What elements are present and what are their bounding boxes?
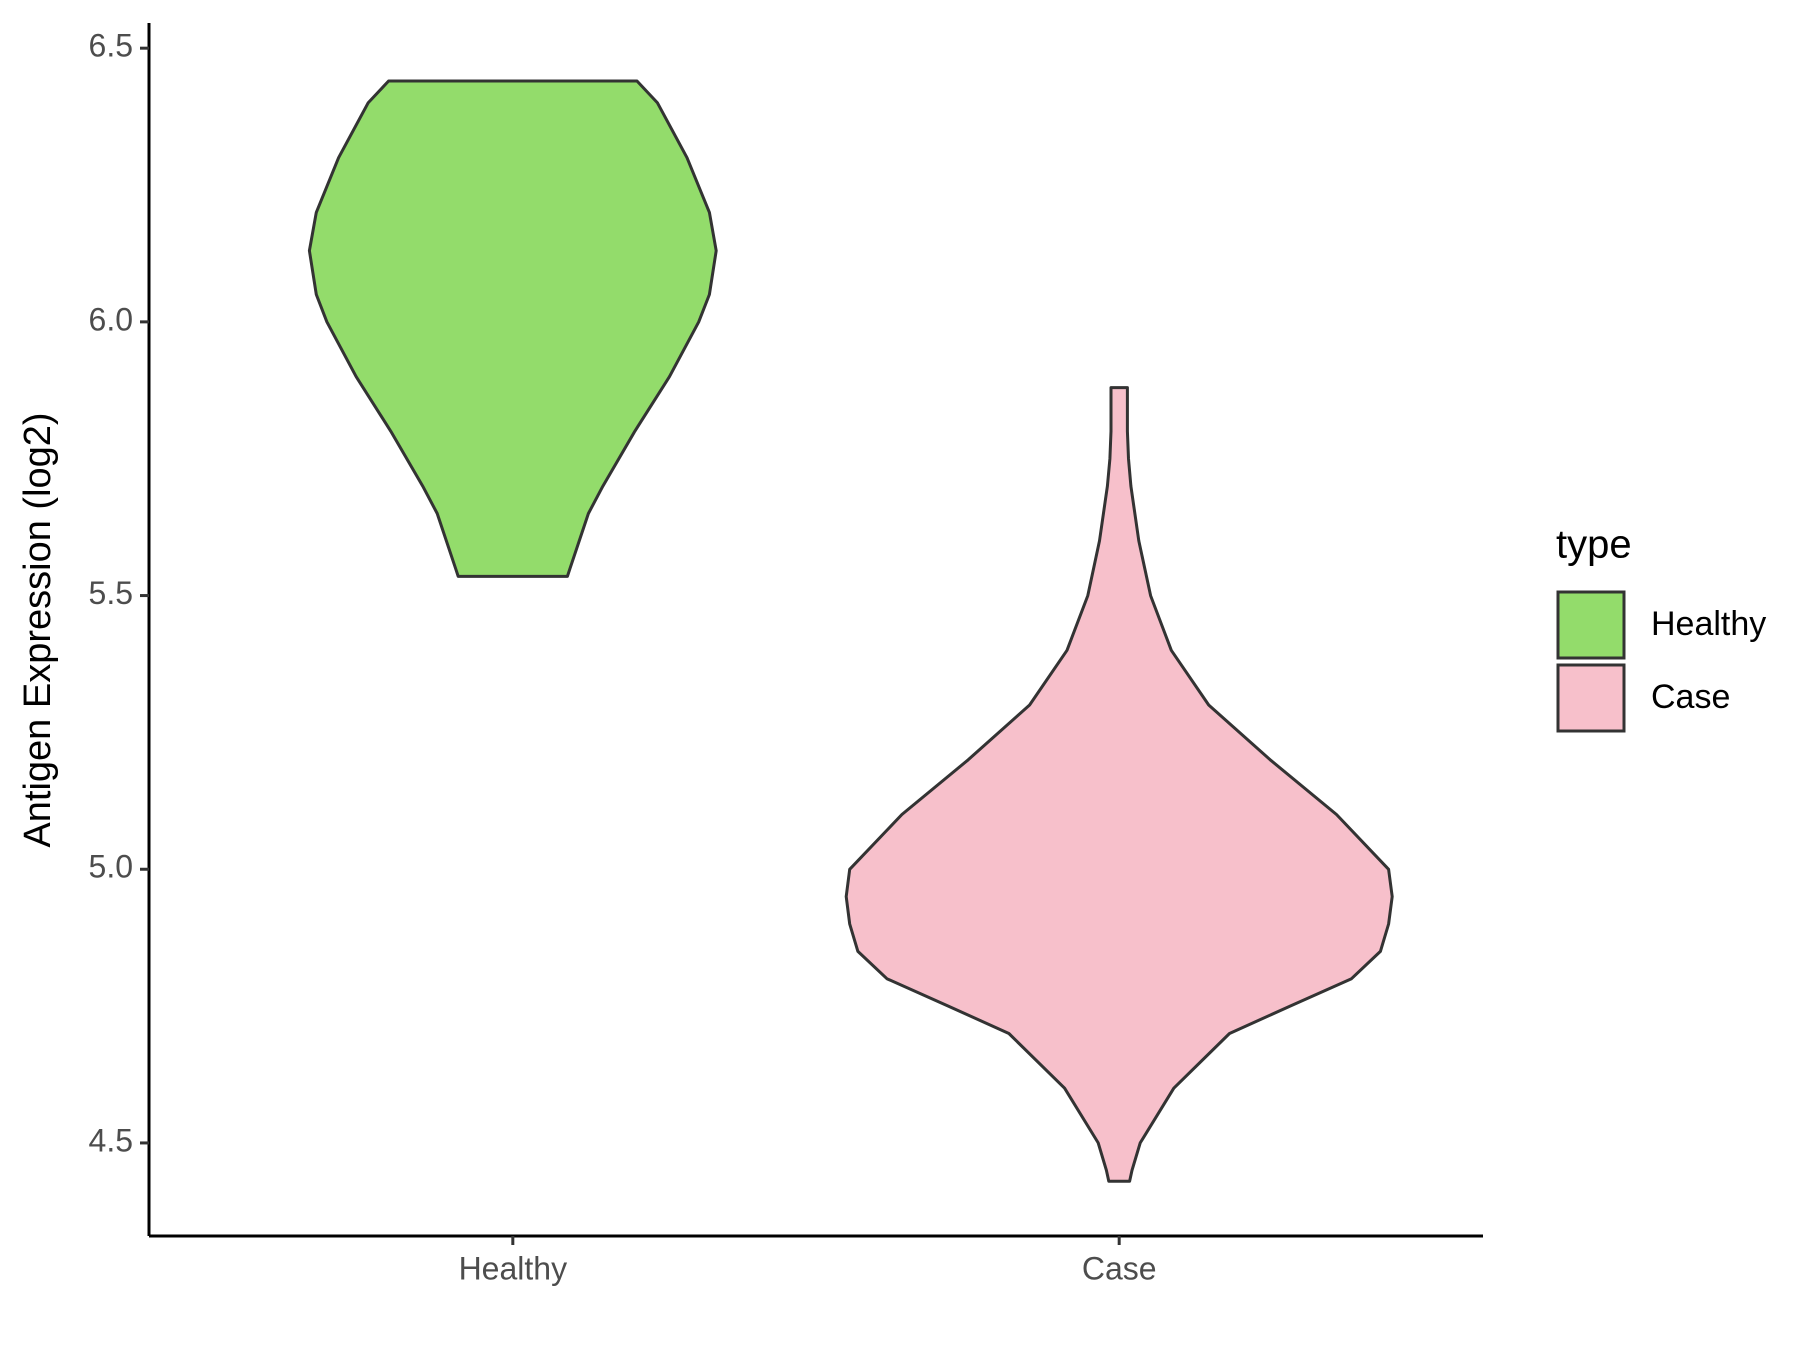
- y-tick-label: 5.5: [89, 575, 133, 611]
- y-tick-label: 4.5: [89, 1122, 133, 1158]
- legend-key: [1556, 663, 1626, 733]
- legend-key: [1556, 590, 1626, 660]
- violin: [307, 79, 718, 578]
- legend-label: Healthy: [1651, 605, 1766, 643]
- y-tick-label: 5.0: [89, 849, 133, 885]
- x-tick-label: Case: [1082, 1250, 1157, 1286]
- y-tick-label: 6.5: [89, 28, 133, 64]
- violin: [844, 386, 1394, 1183]
- legend-label: Case: [1651, 678, 1730, 716]
- legend-title: type: [1556, 523, 1632, 567]
- y-axis-title: Antigen Expression (log2): [17, 412, 59, 847]
- x-tick-label: Healthy: [459, 1250, 568, 1286]
- y-tick-label: 6.0: [89, 301, 133, 337]
